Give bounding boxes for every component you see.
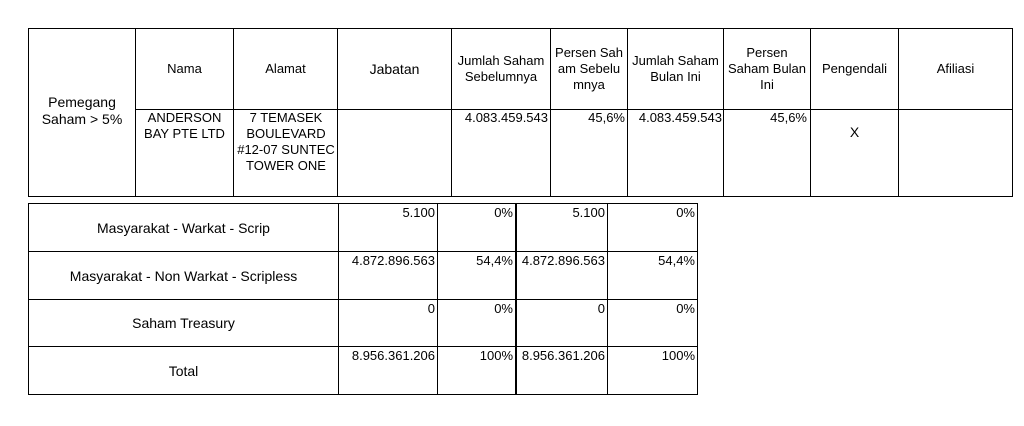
- header-persen-saham-sebelumnya: Persen Saham Sebelumnya: [555, 45, 623, 92]
- cell-jumlah-saham-sebelumnya: 4.083.459.543: [464, 110, 548, 125]
- row-label-saham-treasury: Saham Treasury: [132, 315, 235, 331]
- cell-treasury-persen-sebelumnya: 0%: [494, 301, 513, 316]
- header-alamat: Alamat: [265, 61, 306, 76]
- cell-treasury-persen-bulan-ini: 0%: [676, 301, 695, 316]
- cell-nama: ANDERSON BAY PTE LTD: [144, 110, 225, 141]
- cell-total-persen-sebelumnya: 100%: [479, 348, 513, 363]
- header-pengendali: Pengendali: [821, 61, 888, 76]
- cell-pengendali: X: [849, 124, 860, 140]
- row-label-warkat-scrip: Masyarakat - Warkat - Scrip: [97, 219, 270, 236]
- header-jumlah-saham-bulan-ini: Jumlah Saham Bulan Ini: [632, 53, 719, 84]
- cell-treasury-jumlah-sebelumnya: 0: [427, 301, 435, 316]
- cell-scripless-jumlah-bulan-ini: 4.872.896.563: [521, 253, 605, 268]
- row-label-total: Total: [168, 362, 199, 379]
- cell-scripless-jumlah-sebelumnya: 4.872.896.563: [351, 253, 435, 268]
- cell-jumlah-saham-bulan-ini: 4.083.459.543: [638, 110, 722, 125]
- header-jumlah-saham-sebelumnya: Jumlah Saham Sebelumnya: [457, 53, 545, 84]
- row-label-pemegang-saham: Pemegang Saham > 5%: [41, 94, 123, 127]
- cell-warkat-jumlah-sebelumnya: 5.100: [402, 205, 435, 220]
- cell-alamat: 7 TEMASEK BOULEVARD #12-07 SUNTEC TOWER …: [237, 110, 335, 173]
- header-jabatan: Jabatan: [369, 61, 420, 77]
- cell-warkat-persen-sebelumnya: 0%: [494, 205, 513, 220]
- header-persen-saham-bulan-ini: Persen Saham Bulan Ini: [727, 45, 807, 92]
- header-afiliasi: Afiliasi: [936, 61, 975, 76]
- row-label-non-warkat-scripless: Masyarakat - Non Warkat - Scripless: [69, 267, 298, 284]
- cell-treasury-jumlah-bulan-ini: 0: [597, 301, 605, 316]
- cell-total-jumlah-sebelumnya: 8.956.361.206: [351, 348, 435, 363]
- cell-total-jumlah-bulan-ini: 8.956.361.206: [521, 348, 605, 363]
- cell-total-persen-bulan-ini: 100%: [661, 348, 695, 363]
- cell-warkat-persen-bulan-ini: 0%: [676, 205, 695, 220]
- cell-persen-saham-sebelumnya: 45,6%: [588, 110, 625, 125]
- cell-warkat-jumlah-bulan-ini: 5.100: [572, 205, 605, 220]
- cell-scripless-persen-sebelumnya: 54,4%: [476, 253, 513, 268]
- cell-scripless-persen-bulan-ini: 54,4%: [658, 253, 695, 268]
- header-nama: Nama: [167, 61, 202, 76]
- cell-persen-saham-bulan-ini: 45,6%: [770, 110, 807, 125]
